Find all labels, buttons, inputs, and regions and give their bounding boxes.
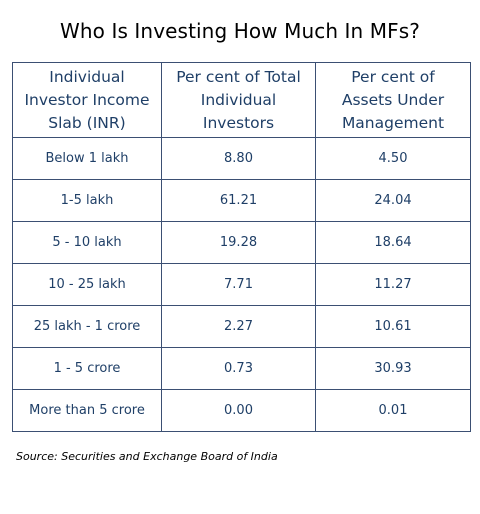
source-note: Source: Securities and Exchange Board of… xyxy=(16,450,278,463)
income-slab-cell: 25 lakh - 1 crore xyxy=(12,305,162,348)
header-line: Investor Income xyxy=(24,90,150,109)
table-row: Below 1 lakh 8.80 4.50 xyxy=(12,137,471,180)
investors-percent-cell: 8.80 xyxy=(161,137,316,180)
investors-percent-cell: 0.73 xyxy=(161,347,316,390)
header-line: Management xyxy=(341,113,445,132)
chart-title: Who Is Investing How Much In MFs? xyxy=(60,19,420,43)
table-row: 10 - 25 lakh 7.71 11.27 xyxy=(12,263,471,306)
aum-percent-cell: 10.61 xyxy=(315,305,471,348)
income-slab-cell: Below 1 lakh xyxy=(12,137,162,180)
income-slab-cell: More than 5 crore xyxy=(12,389,162,432)
header-line: Per cent of Total xyxy=(176,67,301,86)
table-row: 25 lakh - 1 crore 2.27 10.61 xyxy=(12,305,471,348)
table-row: 1-5 lakh 61.21 24.04 xyxy=(12,179,471,222)
aum-percent-cell: 24.04 xyxy=(315,179,471,222)
header-income-slab: Individual Investor Income Slab (INR) xyxy=(12,62,162,138)
header-line: Individual xyxy=(200,90,277,109)
header-assets-under-management: Per cent of Assets Under Management xyxy=(315,62,471,138)
income-slab-cell: 10 - 25 lakh xyxy=(12,263,162,306)
aum-percent-cell: 4.50 xyxy=(315,137,471,180)
table-row: 1 - 5 crore 0.73 30.93 xyxy=(12,347,471,390)
header-line: Per cent of xyxy=(351,67,435,86)
income-slab-cell: 5 - 10 lakh xyxy=(12,221,162,264)
header-line: Individual xyxy=(49,67,125,86)
table-header-row: Individual Investor Income Slab (INR) Pe… xyxy=(12,62,471,138)
investors-percent-cell: 0.00 xyxy=(161,389,316,432)
header-total-investors: Per cent of Total Individual Investors xyxy=(161,62,316,138)
header-line: Investors xyxy=(202,113,275,132)
investment-table: Individual Investor Income Slab (INR) Pe… xyxy=(12,62,471,432)
income-slab-cell: 1-5 lakh xyxy=(12,179,162,222)
investors-percent-cell: 2.27 xyxy=(161,305,316,348)
aum-percent-cell: 30.93 xyxy=(315,347,471,390)
aum-percent-cell: 0.01 xyxy=(315,389,471,432)
investors-percent-cell: 7.71 xyxy=(161,263,316,306)
aum-percent-cell: 11.27 xyxy=(315,263,471,306)
header-line: Assets Under xyxy=(341,90,445,109)
aum-percent-cell: 18.64 xyxy=(315,221,471,264)
investors-percent-cell: 19.28 xyxy=(161,221,316,264)
investors-percent-cell: 61.21 xyxy=(161,179,316,222)
header-line: Slab (INR) xyxy=(48,113,126,132)
table-row: 5 - 10 lakh 19.28 18.64 xyxy=(12,221,471,264)
income-slab-cell: 1 - 5 crore xyxy=(12,347,162,390)
table-row: More than 5 crore 0.00 0.01 xyxy=(12,389,471,432)
